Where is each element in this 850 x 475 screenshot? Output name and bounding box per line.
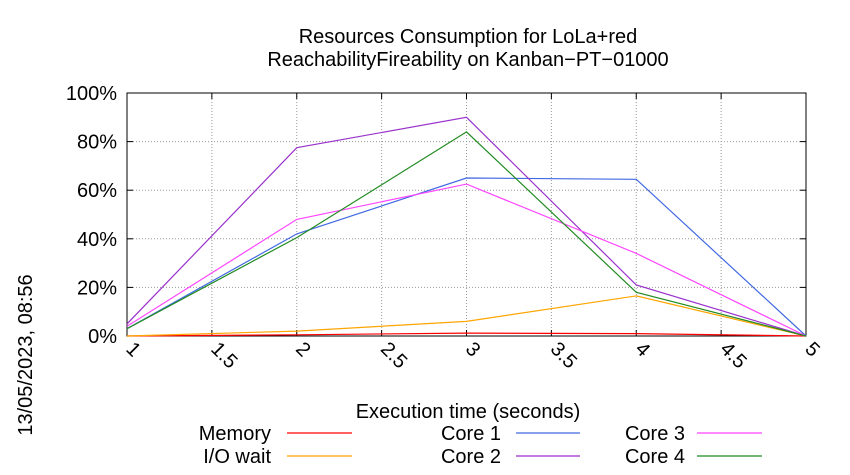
legend-label-memory: Memory [199, 423, 271, 445]
series-line-core-1 [126, 177, 807, 337]
y-tick-label: 80% [77, 132, 117, 154]
x-tick-label: 1.5 [206, 338, 241, 373]
legend-label-core-3: Core 3 [625, 423, 685, 445]
series-line-i-o-wait [126, 295, 807, 337]
legend-label-core-2: Core 2 [441, 446, 501, 468]
x-tick-label: 4.5 [716, 338, 751, 373]
axis-ticks: 0% 20% 40% 60% 80% 100% 1 1.5 2 2.5 3 3.5 4 4.5 5 [66, 83, 824, 373]
grid [127, 93, 806, 336]
series-line-core-4 [126, 131, 807, 337]
x-tick-label: 4 [631, 338, 654, 361]
series-lines [126, 116, 807, 337]
x-tick-label: 3.5 [546, 338, 581, 373]
y-tick-label: 20% [77, 277, 117, 299]
y-tick-label: 40% [77, 229, 117, 251]
legend-label-i-o-wait: I/O wait [203, 446, 271, 468]
legend-label-core-1: Core 1 [441, 423, 501, 445]
series-line-core-3 [126, 183, 807, 337]
x-tick-label: 1 [121, 338, 144, 361]
x-axis-label: Execution time (seconds) [356, 401, 581, 423]
y-tick-label: 0% [88, 326, 117, 348]
y-tick-label: 60% [77, 180, 117, 202]
x-tick-label: 2 [291, 338, 314, 361]
legend-label-core-4: Core 4 [625, 446, 685, 468]
x-tick-label: 5 [800, 338, 823, 361]
series-line-memory [126, 332, 807, 337]
y-tick-label: 100% [66, 83, 117, 105]
timestamp: 13/05/2023, 08:56 [15, 274, 37, 435]
chart-title-line-1: Resources Consumption for LoLa+red [299, 26, 638, 48]
x-tick-label: 3 [461, 338, 484, 361]
series-line-core-2 [126, 116, 807, 337]
chart-title-line-2: ReachabilityFireability on Kanban−PT−010… [267, 49, 668, 71]
x-tick-label: 2.5 [376, 338, 411, 373]
